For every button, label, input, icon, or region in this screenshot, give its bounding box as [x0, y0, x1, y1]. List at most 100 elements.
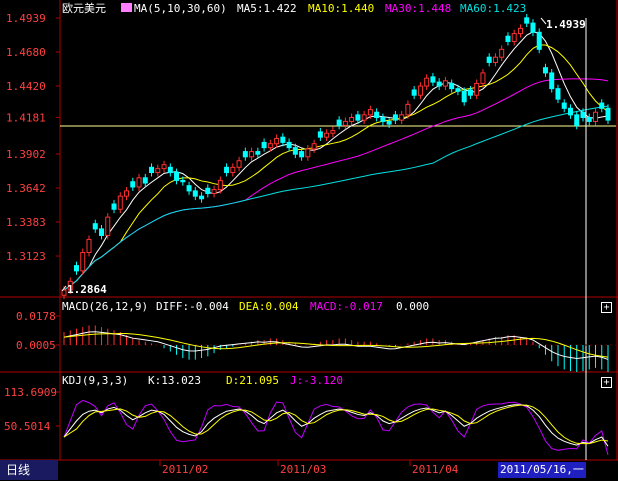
d-line — [63, 404, 609, 445]
price-tick-label: 1.4939 — [6, 12, 46, 25]
candle-body — [367, 109, 373, 116]
candle-body — [580, 111, 586, 118]
candle-body — [392, 114, 398, 121]
candle-body — [511, 33, 517, 42]
candle-body — [311, 143, 317, 150]
instrument-title: 欧元美元 — [62, 2, 106, 15]
macd-tick-label: 0.0005 — [16, 339, 56, 352]
price-tick-label: 1.3383 — [6, 216, 46, 229]
candle-body — [417, 85, 423, 96]
price-axis-ticks: 1.4939 1.4680 1.4420 1.4181 1.3902 1.3642 1.33… — [6, 12, 60, 263]
kdj-axis-ticks: 113.6909 50.5014 — [4, 386, 60, 433]
candle-body — [205, 187, 211, 195]
candle-body — [374, 111, 380, 118]
ma30-value: MA30:1.448 — [385, 2, 451, 15]
candle-body — [86, 238, 92, 254]
candle-body — [211, 189, 217, 195]
candle-body — [286, 141, 292, 149]
macd-dea: DEA:0.004 — [239, 300, 299, 313]
candle-body — [149, 166, 155, 174]
macd-tick-label: 0.0178 — [16, 310, 56, 323]
candle-body — [605, 107, 611, 121]
candle-body — [342, 120, 348, 126]
period-selector[interactable]: 日线 — [0, 460, 58, 480]
candle-body — [80, 252, 86, 272]
ma-params: MA(5,10,30,60) — [134, 2, 227, 15]
candle-body — [424, 77, 430, 87]
macd-extra: 0.000 — [396, 300, 429, 313]
candle-body — [261, 141, 267, 149]
candle-body — [105, 216, 111, 236]
macd-diff: DIFF:-0.004 — [156, 300, 229, 313]
ma-indicator-icon — [121, 3, 132, 12]
ma5-value: MA5:1.422 — [237, 2, 297, 15]
candle-body — [480, 72, 486, 84]
macd-lines — [63, 331, 609, 360]
j-line — [63, 399, 609, 456]
candle-body — [467, 89, 473, 96]
candle-body — [124, 190, 130, 197]
candle-body — [230, 166, 236, 174]
ma10-value: MA10:1.440 — [308, 2, 374, 15]
candle-body — [349, 116, 355, 122]
macd-expand-button[interactable]: + — [601, 302, 612, 313]
price-tick-label: 1.4680 — [6, 46, 46, 59]
ma10-line — [63, 44, 609, 291]
candle-body — [92, 223, 98, 230]
candle-body — [74, 265, 80, 272]
kdj-tick-label: 113.6909 — [4, 386, 57, 399]
macd-axis-ticks: 0.0178 0.0005 — [16, 310, 60, 352]
candle-body — [549, 72, 555, 90]
macd-label: MACD(26,12,9) — [62, 300, 148, 313]
candle-body — [555, 88, 561, 100]
candle-body — [455, 88, 461, 92]
candle-body — [167, 166, 173, 174]
candle-body — [586, 116, 592, 122]
candle-body — [299, 151, 305, 158]
candle-body — [436, 81, 442, 87]
kdj-j: J:-3.120 — [290, 374, 343, 387]
price-tick-label: 1.3902 — [6, 148, 46, 161]
candle-body — [380, 116, 386, 122]
candle-body — [361, 114, 367, 121]
k-line — [63, 404, 609, 447]
candle-body — [492, 56, 498, 63]
candle-body — [524, 17, 530, 24]
candle-body — [486, 56, 492, 63]
candle-body — [474, 82, 480, 96]
candle-body — [324, 132, 330, 138]
price-tick-label: 1.4181 — [6, 111, 46, 124]
candle-body — [517, 27, 523, 35]
candle-body — [249, 151, 255, 158]
candle-body — [186, 185, 192, 192]
price-tick-label: 1.3642 — [6, 182, 46, 195]
candle-body — [280, 136, 286, 143]
candle-body — [355, 114, 361, 121]
x-tick-label: 2011/02 — [162, 463, 208, 476]
candle-body — [224, 166, 230, 174]
candle-body — [174, 172, 180, 181]
candle-body — [505, 35, 511, 42]
kdj-expand-button[interactable]: + — [601, 377, 612, 388]
candle-body — [336, 119, 342, 126]
kdj-k: K:13.023 — [148, 374, 201, 387]
candle-body — [130, 181, 136, 188]
moving-average-lines — [63, 31, 609, 291]
diff-line — [63, 331, 609, 360]
candle-body — [449, 82, 455, 90]
high-marker-label: 1.4939 — [546, 18, 586, 31]
kdj-tick-label: 50.5014 — [4, 420, 51, 433]
candle-body — [530, 22, 536, 33]
candle-body — [155, 168, 161, 174]
kdj-label: KDJ(9,3,3) — [62, 374, 128, 387]
candle-body — [430, 76, 436, 83]
dea-line — [63, 332, 609, 358]
candle-body — [399, 114, 405, 121]
candle-body — [274, 137, 280, 145]
candle-body — [461, 90, 467, 103]
price-tick-label: 1.4420 — [6, 80, 46, 93]
candle-body — [305, 148, 311, 158]
candle-body — [561, 102, 567, 109]
